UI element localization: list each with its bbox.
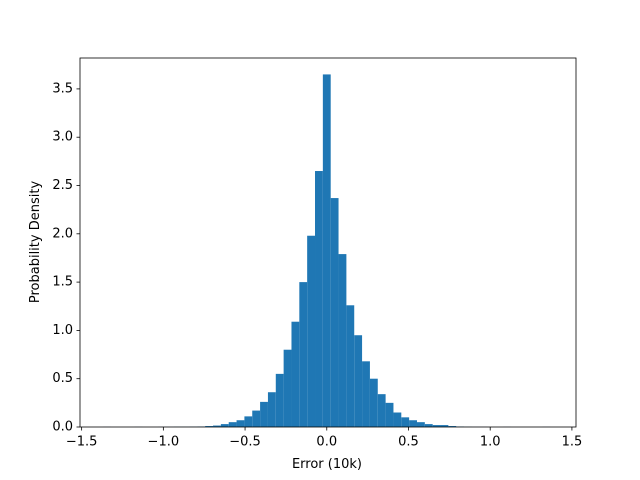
bar [338, 254, 347, 427]
x-tick-label: −0.5 [229, 435, 261, 450]
bar [432, 425, 441, 427]
x-tick-label: −1.0 [148, 435, 180, 450]
bar [260, 401, 268, 427]
y-tick-label: 1.0 [52, 323, 73, 338]
bar [291, 321, 300, 427]
y-tick-label: 2.5 [52, 178, 73, 193]
bar [307, 235, 316, 427]
bar [409, 420, 417, 427]
bar [220, 424, 229, 427]
bar [393, 412, 402, 427]
y-tick-label: 0.5 [52, 371, 73, 386]
x-tick-label: 0.0 [316, 435, 337, 450]
bar [299, 282, 308, 427]
bar [401, 417, 410, 427]
y-tick-label: 3.0 [52, 130, 73, 145]
bar [354, 335, 363, 427]
bar [448, 426, 457, 427]
x-axis-label: Error (10k) [292, 457, 362, 472]
y-axis-label: Probability Density [28, 181, 43, 304]
y-tick-label: 2.0 [52, 226, 73, 241]
y-tick-label: 0.0 [52, 420, 73, 435]
bar [330, 198, 339, 427]
bar [416, 422, 425, 427]
bar [275, 373, 284, 427]
bar [205, 426, 214, 427]
bar [385, 402, 394, 427]
bar [440, 425, 449, 427]
bar [213, 425, 221, 427]
bar [315, 171, 323, 427]
x-tick-label: 1.0 [480, 435, 501, 450]
bar [362, 361, 370, 427]
bar [236, 420, 245, 427]
x-tick-label: 1.5 [562, 435, 583, 450]
bar [283, 349, 292, 427]
bar [252, 410, 261, 427]
plot-frame [79, 57, 577, 428]
bar [244, 416, 253, 427]
bar [322, 74, 331, 428]
y-tick-label: 1.5 [52, 275, 73, 290]
bar [228, 422, 237, 427]
y-tick-label: 3.5 [52, 81, 73, 96]
bar [377, 394, 386, 427]
bar [369, 378, 378, 427]
bar [346, 305, 355, 427]
bar [424, 424, 433, 427]
x-tick-label: −1.5 [66, 435, 98, 450]
x-tick-label: 0.5 [398, 435, 419, 450]
bar [267, 392, 276, 427]
